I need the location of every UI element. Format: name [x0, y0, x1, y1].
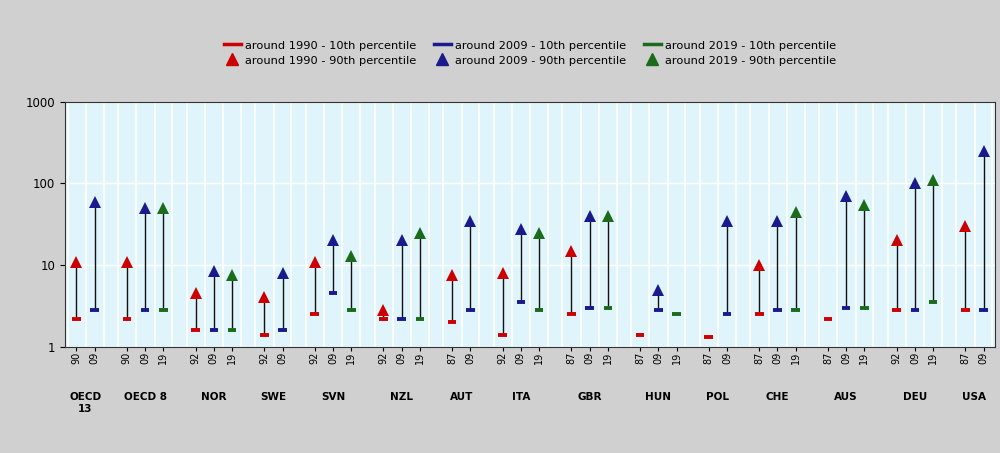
Text: AUS: AUS: [834, 392, 858, 402]
Text: OECD
13: OECD 13: [69, 392, 102, 414]
Text: POL: POL: [706, 392, 729, 402]
Legend: around 1990 - 10th percentile, around 1990 - 90th percentile, around 2009 - 10th: around 1990 - 10th percentile, around 19…: [218, 34, 842, 72]
Text: ITA: ITA: [512, 392, 530, 402]
Text: USA: USA: [962, 392, 986, 402]
Text: CHE: CHE: [766, 392, 789, 402]
Text: OECD 8: OECD 8: [124, 392, 167, 402]
Text: SVN: SVN: [321, 392, 345, 402]
Text: NOR: NOR: [201, 392, 227, 402]
Text: HUN: HUN: [645, 392, 671, 402]
Text: AUT: AUT: [450, 392, 473, 402]
Text: SWE: SWE: [260, 392, 286, 402]
Text: GBR: GBR: [577, 392, 602, 402]
Text: DEU: DEU: [903, 392, 927, 402]
Text: NZL: NZL: [390, 392, 413, 402]
